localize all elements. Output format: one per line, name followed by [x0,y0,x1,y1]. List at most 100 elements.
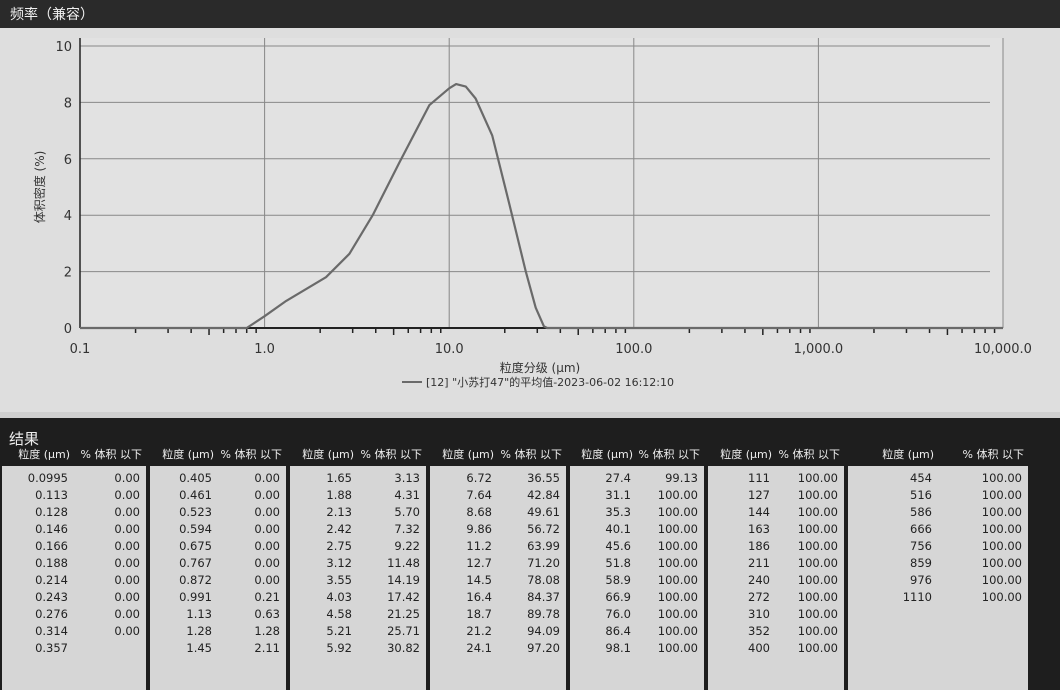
x-tick-label: 0.1 [70,342,91,357]
percent-cell: 100.00 [657,539,698,553]
percent-cell: 0.00 [254,505,280,519]
table-row: 0.872 0.00 [150,572,286,589]
percent-cell: 100.00 [981,590,1022,604]
size-cell: 2.42 [326,522,352,536]
table-row: 2.13 5.70 [290,504,426,521]
percent-cell: 0.00 [114,590,140,604]
percent-cell: 84.37 [527,590,560,604]
table-row: 0.594 0.00 [150,521,286,538]
size-cell: 400 [748,641,770,655]
y-axis-label: 体积密度 (%) [32,151,47,224]
table-row: 1.45 2.11 [150,640,286,657]
percent-cell: 94.09 [527,624,560,638]
size-cell: 18.7 [466,607,492,621]
table-row: 11.2 63.99 [430,538,566,555]
size-cell: 2.75 [326,539,352,553]
percent-cell: 100.00 [797,573,838,587]
percent-cell: 100.00 [981,539,1022,553]
percent-cell: 100.00 [657,522,698,536]
table-row: 4.58 21.25 [290,606,426,623]
table-row: 1.65 3.13 [290,470,426,487]
table-row: 0.675 0.00 [150,538,286,555]
size-cell: 1110 [902,590,932,604]
percent-cell: 0.00 [114,607,140,621]
percent-cell: 36.55 [527,471,560,485]
size-cell: 4.03 [326,590,352,604]
table-row: 352 100.00 [708,623,844,640]
results-column: 粒度 (µm)% 体积 以下 0.0995 0.00 0.113 0.00 0.128 0.… [2,446,146,690]
percent-cell: 99.13 [665,471,698,485]
size-cell: 31.1 [605,488,631,502]
legend-label: [12] "小苏打47"的平均值-2023-06-02 16:12:10 [426,375,674,389]
column-header: 粒度 (µm) % 体积 以下 [430,446,566,466]
percent-cell: 100.00 [981,488,1022,502]
size-cell: 272 [748,590,770,604]
panel-title: 频率（兼容） [10,7,94,23]
table-row: 9.86 56.72 [430,521,566,538]
percent-cell: 11.48 [387,556,420,570]
results-column: 粒度 (µm) % 体积 以下 6.72 36.55 7.64 42.84 8.68 49.6… [430,446,566,690]
header-col-pct: % 体积 以下 [500,448,562,461]
size-cell: 3.12 [326,556,352,570]
percent-cell: 5.70 [394,505,420,519]
size-cell: 0.675 [179,539,212,553]
table-row: 0.767 0.00 [150,555,286,572]
table-row: 976 100.00 [848,572,1028,589]
frequency-chart: 0 2 4 6 8 10 0.1 1.0 10.0 100.0 1,000.0 10,000.0 体积密… [32,38,1032,389]
percent-cell: 100.00 [797,624,838,638]
column-header: 粒度 (µm) % 体积 以下 [848,446,1028,466]
table-row: 98.1 100.00 [570,640,704,657]
results-column: 粒度 (µm) % 体积 以下 27.4 99.13 31.1 100.00 35.3 100… [570,446,704,690]
percent-cell: 0.00 [254,573,280,587]
percent-cell: 0.00 [114,505,140,519]
header-col-pct: % 体积 以下 [778,448,840,461]
size-cell: 66.9 [605,590,631,604]
results-title: 结果 [9,430,40,448]
percent-cell: 9.22 [394,539,420,553]
y-tick-label: 2 [64,266,72,281]
table-row: 66.9 100.00 [570,589,704,606]
table-row: 1.13 0.63 [150,606,286,623]
percent-cell: 0.00 [114,556,140,570]
percent-cell: 0.00 [114,471,140,485]
x-tick-label: 10.0 [435,342,464,357]
column-header: 粒度 (µm) % 体积 以下 [2,446,146,466]
percent-cell: 100.00 [981,522,1022,536]
size-cell: 1.88 [326,488,352,502]
table-row: 666 100.00 [848,521,1028,538]
table-row: 0.146 0.00 [2,521,146,538]
size-cell: 859 [910,556,932,570]
header-col-size: 粒度 (µm) [302,448,354,461]
table-row: 45.6 100.00 [570,538,704,555]
table-row: 2.42 7.32 [290,521,426,538]
table-row: 240 100.00 [708,572,844,589]
size-cell: 51.8 [605,556,631,570]
table-row: 516 100.00 [848,487,1028,504]
table-row: 58.9 100.00 [570,572,704,589]
percent-cell: 0.63 [254,607,280,621]
size-cell: 352 [748,624,770,638]
table-row: 756 100.00 [848,538,1028,555]
table-row: 76.0 100.00 [570,606,704,623]
percent-cell: 0.00 [254,488,280,502]
size-cell: 0.128 [35,505,68,519]
percent-cell: 100.00 [657,505,698,519]
x-tick-label: 1.0 [254,342,275,357]
percent-cell: 100.00 [797,590,838,604]
percent-cell: 1.28 [254,624,280,638]
table-row: 0.314 0.00 [2,623,146,640]
size-cell: 976 [910,573,932,587]
percent-cell: 17.42 [387,590,420,604]
table-row: 1.88 4.31 [290,487,426,504]
percent-cell: 100.00 [981,505,1022,519]
percent-cell: 21.25 [387,607,420,621]
column-header: 粒度 (µm) % 体积 以下 [708,446,844,466]
percent-cell: 78.08 [527,573,560,587]
percent-cell: 100.00 [657,556,698,570]
percent-cell: 100.00 [797,522,838,536]
header-col-pct: % 体积 以下 [360,448,422,461]
table-row: 8.68 49.61 [430,504,566,521]
percent-cell: 0.00 [254,556,280,570]
column-header: 粒度 (µm) % 体积 以下 [150,446,286,466]
size-cell: 76.0 [605,607,631,621]
